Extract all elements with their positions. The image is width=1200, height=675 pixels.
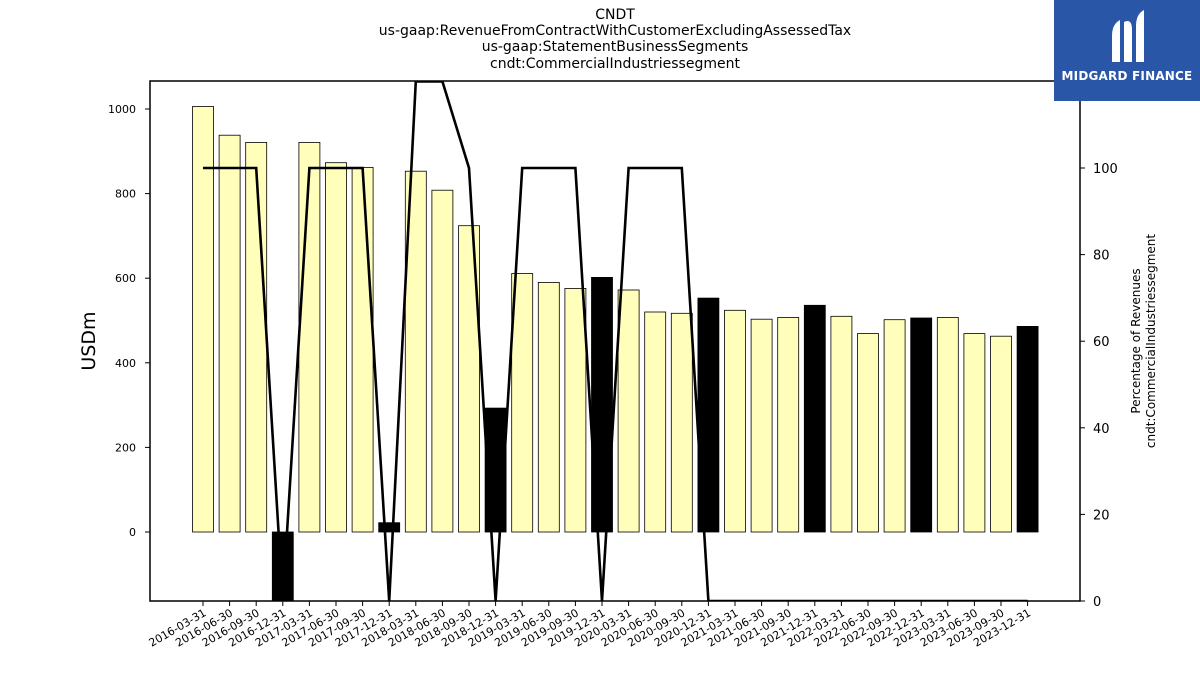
- y-tick-label-600: 600: [115, 272, 136, 285]
- bar-2022-06-30: [857, 333, 879, 533]
- bar-2019-09-30: [564, 287, 587, 533]
- y-tick-label-200: 200: [115, 441, 136, 454]
- y-tick-label-0: 0: [129, 526, 136, 539]
- y2-tick-label-20: 20: [1093, 508, 1110, 523]
- bar-2018-09-30: [458, 225, 480, 533]
- bar-2016-09-30: [245, 141, 268, 533]
- bar-2021-06-30: [750, 318, 773, 533]
- chart-title-line-2: us-gaap:RevenueFromContractWithCustomerE…: [378, 23, 852, 39]
- midgard-logo-icon: [1112, 10, 1144, 62]
- percentage-line: [203, 81, 1028, 601]
- logo-text: MIDGARD FINANCE: [1061, 69, 1193, 83]
- bar-2023-09-30: [990, 335, 1012, 533]
- y-tick-label-400: 400: [115, 357, 136, 370]
- bar-2019-06-30: [537, 281, 560, 533]
- bar-2019-12-31: [591, 276, 613, 533]
- bar-2018-06-30: [431, 189, 454, 533]
- chart-title-line-3: us-gaap:StatementBusinessSegments: [481, 39, 749, 55]
- bar-2017-12-31: [378, 522, 401, 533]
- bar-2021-12-31: [803, 304, 826, 533]
- bar-2023-12-31: [1016, 325, 1039, 533]
- bar-2018-03-31: [404, 170, 427, 533]
- bar-2020-06-30: [644, 311, 667, 533]
- y2-tick-label-0: 0: [1093, 595, 1101, 610]
- bar-2020-09-30: [670, 312, 693, 533]
- bar-2019-03-31: [511, 273, 534, 533]
- bar-2016-12-31: [271, 531, 294, 601]
- bar-2022-09-30: [883, 319, 906, 533]
- bar-2020-03-31: [617, 289, 640, 533]
- y2-axis-label-line-1: Percentage of Revenues: [1129, 268, 1143, 413]
- midgard-logo: MIDGARD FINANCE: [1054, 0, 1200, 101]
- y-axis-label: USDm: [78, 311, 100, 370]
- y2-tick-label-80: 80: [1093, 249, 1110, 264]
- bar-2017-03-31: [298, 141, 321, 533]
- y2-tick-label-40: 40: [1093, 422, 1110, 437]
- bar-2022-12-31: [910, 317, 933, 533]
- y2-axis-label-line-2: cndt:CommercialIndustriessegment: [1144, 234, 1158, 448]
- bar-2022-03-31: [830, 315, 853, 533]
- chart-title-line-1: CNDT: [595, 7, 635, 23]
- bar-2021-09-30: [777, 317, 800, 533]
- y2-tick-label-100: 100: [1093, 162, 1118, 177]
- bar-2016-06-30: [218, 134, 241, 533]
- y-tick-label-1000: 1000: [108, 103, 136, 116]
- bar-2023-03-31: [936, 317, 959, 533]
- bar-2023-06-30: [963, 333, 986, 533]
- bar-2017-09-30: [351, 166, 374, 533]
- bar-2021-03-31: [724, 309, 746, 533]
- y2-tick-label-60: 60: [1093, 335, 1110, 350]
- bar-2017-06-30: [325, 162, 347, 533]
- bar-2016-03-31: [192, 106, 214, 533]
- chart-title-line-4: cndt:CommercialIndustriessegment: [490, 56, 740, 72]
- y-tick-label-800: 800: [115, 188, 136, 201]
